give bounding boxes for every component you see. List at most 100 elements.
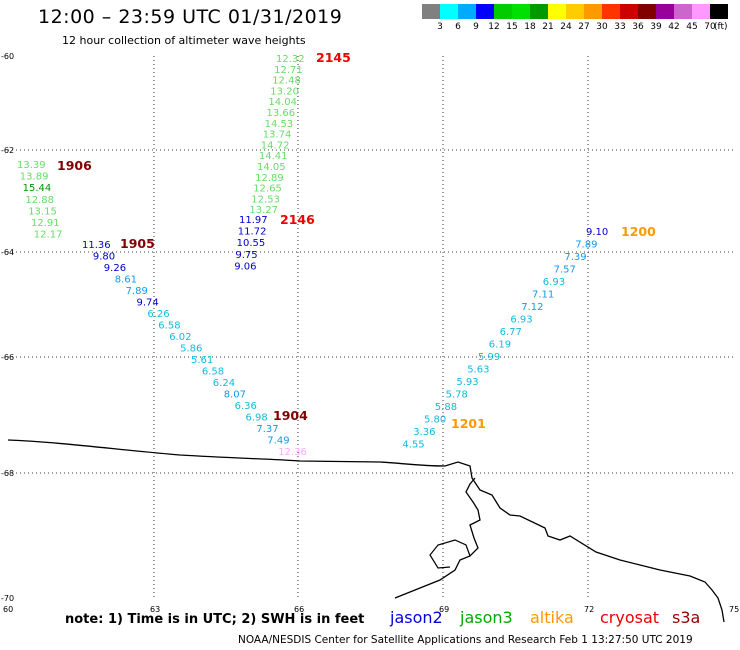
swh-value-label: 13.27 <box>249 205 278 216</box>
lat-tick-label: -66 <box>1 353 14 362</box>
legend-label: 36 <box>632 22 644 32</box>
swh-value-label: 6.36 <box>235 401 257 412</box>
legend-label: 33 <box>614 22 626 32</box>
swh-value-label: 13.39 <box>17 160 46 171</box>
pass-time-label: 1200 <box>621 224 656 239</box>
swh-value-label: 12.48 <box>272 76 301 87</box>
pass-time-label: 2146 <box>280 212 315 227</box>
swh-value-label: 14.53 <box>265 119 294 130</box>
lon-tick-label: 66 <box>294 605 304 614</box>
legend-label: 27 <box>578 22 590 32</box>
swh-value-label: 6.98 <box>246 413 268 424</box>
page-title: 12:00 – 23:59 UTC 01/31/2019 <box>38 6 343 28</box>
swh-value-label: 11.36 <box>82 240 111 251</box>
swh-value-label: 5.61 <box>191 355 213 366</box>
swh-value-label: 7.89 <box>575 240 597 251</box>
swh-value-label: 9.10 <box>586 227 608 238</box>
swh-value-label: 7.57 <box>554 265 576 276</box>
legend-unit: (ft) <box>714 22 728 32</box>
lon-tick-label: 69 <box>439 605 449 614</box>
legend-swatch <box>710 4 729 19</box>
swh-value-label: 7.11 <box>532 290 554 301</box>
pass-time-labels: 2145 1906 2146 1905 1200 1904 1201 <box>57 50 656 431</box>
legend-label: 9 <box>473 22 479 32</box>
lat-tick-label: -68 <box>1 469 14 478</box>
swh-value-label: 9.75 <box>235 250 257 261</box>
swh-value-label: 6.24 <box>213 378 235 389</box>
legend-label: 21 <box>542 22 554 32</box>
swh-value-label: 14.05 <box>257 162 286 173</box>
page-subtitle: 12 hour collection of altimeter wave hei… <box>62 34 306 47</box>
pass-time-label: 2145 <box>316 50 351 65</box>
swh-value-label: 14.04 <box>268 97 297 108</box>
pass-time-label: 1201 <box>451 416 486 431</box>
swh-value-label: 9.06 <box>234 261 256 272</box>
satellite-label: altika <box>530 608 574 627</box>
pass-time-label: 1904 <box>273 408 308 423</box>
swh-value-label: 9.74 <box>137 298 159 309</box>
swh-value-label: 14.41 <box>259 151 288 162</box>
swh-value-label: 10.55 <box>237 238 266 249</box>
wave-height-values: 12.3212.7112.4813.2014.0413.6614.5313.74… <box>17 54 608 458</box>
swh-value-label: 13.20 <box>270 86 299 97</box>
swh-value-label: 13.66 <box>267 108 296 119</box>
antarctic-coastline <box>7 439 725 623</box>
swh-value-label: 12.65 <box>253 184 282 195</box>
swh-value-label: 11.72 <box>238 227 267 238</box>
axis-labels: 60 63 66 69 72 75 -60 -62 -64 -66 -68 -70 <box>1 52 739 614</box>
credit-line: NOAA/NESDIS Center for Satellite Applica… <box>238 634 693 646</box>
swh-value-label: 12.88 <box>25 195 54 206</box>
swh-value-label: 5.86 <box>180 344 202 355</box>
swh-value-label: 6.58 <box>158 321 180 332</box>
swh-value-label: 9.26 <box>104 263 126 274</box>
swh-value-label: 3.36 <box>413 427 435 438</box>
swh-value-label: 6.93 <box>510 315 532 326</box>
swh-value-label: 6.93 <box>543 277 565 288</box>
swh-value-label: 7.89 <box>126 286 148 297</box>
satellite-label: jason2 <box>390 608 443 627</box>
lon-tick-label: 60 <box>3 605 13 614</box>
swh-value-label: 5.80 <box>424 415 446 426</box>
legend-label: 70 <box>704 22 716 32</box>
legend-label: 12 <box>488 22 500 32</box>
lon-tick-label: 72 <box>584 605 594 614</box>
legend-label: 39 <box>650 22 662 32</box>
legend-label: 24 <box>560 22 572 32</box>
swh-value-label: 4.55 <box>402 440 424 451</box>
swh-value-label: 6.19 <box>489 340 511 351</box>
swh-value-label: 5.99 <box>478 352 500 363</box>
pass-time-label: 1905 <box>120 236 155 251</box>
swh-value-label: 13.74 <box>263 130 292 141</box>
inlet-coastline <box>394 477 481 599</box>
legend-label: 15 <box>506 22 518 32</box>
footnote: note: 1) Time is in UTC; 2) SWH is in fe… <box>65 612 365 627</box>
legend-label: 45 <box>686 22 698 32</box>
satellite-label: s3a <box>672 608 701 627</box>
swh-value-label: 5.88 <box>435 402 457 413</box>
lat-tick-label: -62 <box>1 146 14 155</box>
satellite-label: jason3 <box>460 608 513 627</box>
legend-label: 30 <box>596 22 608 32</box>
swh-value-label: 7.49 <box>267 436 289 447</box>
swh-value-label: 13.89 <box>20 172 49 183</box>
lat-tick-label: -70 <box>1 594 14 603</box>
swh-value-label: 5.93 <box>456 377 478 388</box>
map-grid <box>8 56 733 598</box>
swh-value-label: 5.78 <box>446 390 468 401</box>
swh-value-label: 13.15 <box>28 206 57 217</box>
swh-value-label: 14.72 <box>261 140 290 151</box>
swh-value-label: 12.36 <box>278 447 307 458</box>
swh-value-label: 8.07 <box>224 390 246 401</box>
pass-time-label: 1906 <box>57 158 92 173</box>
legend-label: 18 <box>524 22 536 32</box>
swh-value-label: 7.12 <box>521 302 543 313</box>
swh-value-label: 6.58 <box>202 367 224 378</box>
swh-value-label: 12.17 <box>34 230 63 241</box>
lon-tick-label: 63 <box>150 605 160 614</box>
lat-tick-label: -64 <box>1 248 14 257</box>
swh-value-label: 7.39 <box>564 252 586 263</box>
swh-value-label: 6.26 <box>147 309 169 320</box>
swh-value-label: 8.61 <box>115 275 137 286</box>
satellite-label: cryosat <box>600 608 660 627</box>
